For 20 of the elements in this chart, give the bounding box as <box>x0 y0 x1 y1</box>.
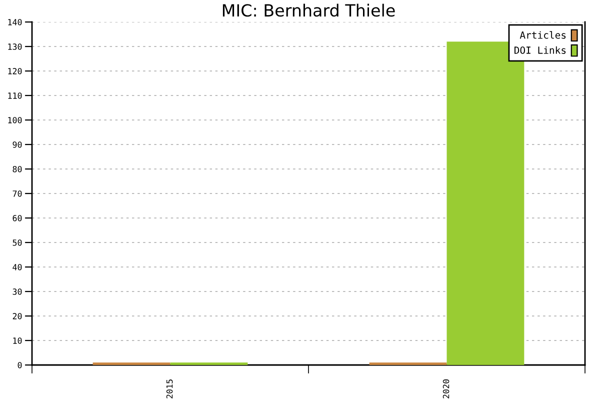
x-tick-label: 2020 <box>442 379 450 398</box>
y-tick-label: 140 <box>8 19 22 26</box>
y-tick-label: 70 <box>12 190 22 197</box>
y-tick-label: 60 <box>12 215 22 222</box>
y-tick-label: 10 <box>13 338 22 344</box>
legend-label: DOI Links <box>514 46 566 54</box>
y-tick-label: 90 <box>12 142 22 148</box>
y-tick-label: 130 <box>8 44 22 50</box>
y-tick-label: 40 <box>12 264 22 270</box>
y-tick-label: 110 <box>8 92 22 99</box>
y-tick-label: 30 <box>12 288 22 295</box>
y-tick-label: 80 <box>12 166 22 172</box>
y-tick-label: 50 <box>12 240 22 246</box>
y-tick-label: 0 <box>18 362 22 368</box>
y-tick-label: 100 <box>8 117 22 124</box>
chart-title: MIC: Bernhard Thiele <box>222 4 395 17</box>
x-tick-label: 2015 <box>166 380 173 398</box>
y-tick-label: 20 <box>12 313 22 320</box>
y-tick-label: 120 <box>8 68 22 74</box>
legend-label: Articles <box>520 31 566 39</box>
